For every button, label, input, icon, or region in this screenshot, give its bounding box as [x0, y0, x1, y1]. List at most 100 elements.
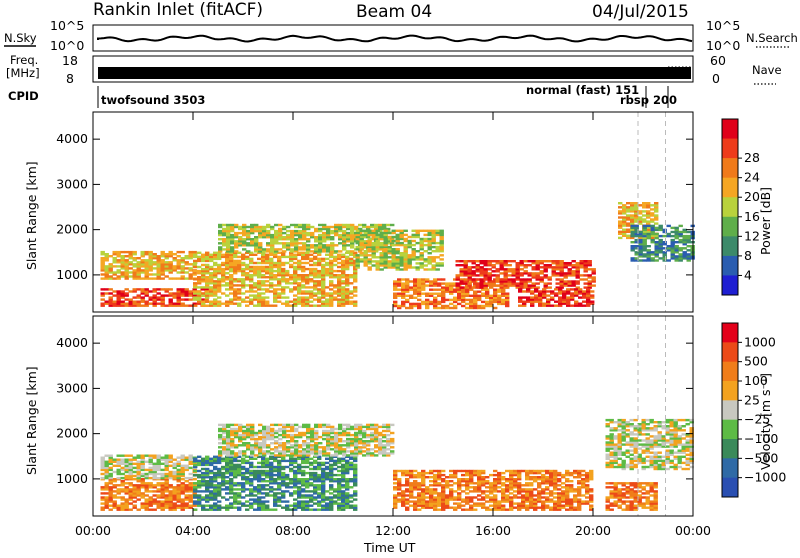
echo-cell [133, 290, 137, 292]
echo-cell [302, 424, 306, 426]
echo-cell [393, 488, 397, 490]
echo-cell [314, 444, 318, 446]
echo-cell [302, 444, 306, 446]
echo-cell [273, 290, 277, 292]
echo-cell [497, 289, 501, 291]
echo-cell [113, 459, 117, 461]
echo-cell [133, 457, 137, 459]
echo-cell [413, 496, 417, 498]
echo-cell [294, 246, 298, 248]
echo-cell [342, 444, 346, 446]
echo-cell [372, 260, 376, 262]
echo-cell [635, 253, 639, 255]
echo-cell [413, 305, 417, 307]
echo-cell [298, 236, 302, 238]
echo-cell [548, 282, 552, 284]
echo-cell [654, 204, 658, 206]
echo-cell [421, 278, 425, 280]
echo-cell [290, 224, 294, 226]
echo-cell [173, 459, 177, 461]
echo-cell [262, 444, 266, 446]
echo-cell [456, 274, 460, 276]
echo-cell [396, 264, 400, 266]
echo-cell [189, 477, 193, 479]
echo-cell [504, 272, 508, 274]
echo-cell [253, 472, 257, 474]
echo-cell [173, 463, 177, 465]
echo-cell [562, 294, 566, 296]
echo-cell [105, 488, 109, 490]
echo-cell [105, 265, 109, 267]
echo-cell [473, 299, 477, 301]
echo-cell [370, 452, 374, 454]
echo-cell [433, 297, 437, 299]
echo-cell [137, 261, 141, 263]
echo-cell [564, 262, 568, 264]
echo-cell [217, 488, 221, 490]
echo-cell [205, 472, 209, 474]
echo-cell [404, 244, 408, 246]
echo-cell [249, 488, 253, 490]
echo-cell [221, 466, 225, 468]
echo-cell [413, 474, 417, 476]
echo-cell [222, 224, 226, 226]
echo-cell [500, 278, 504, 280]
echo-cell [117, 294, 121, 296]
echo-cell [314, 450, 318, 452]
echo-cell [655, 237, 659, 239]
echo-cell [217, 272, 221, 274]
echo-cell [421, 470, 425, 472]
echo-cell [181, 265, 185, 267]
echo-cell [197, 505, 201, 507]
echo-cell [273, 466, 277, 468]
echo-cell [253, 254, 257, 256]
echo-cell [544, 282, 548, 284]
echo-cell [546, 298, 550, 300]
echo-cell [225, 288, 229, 290]
echo-cell [258, 230, 262, 232]
echo-cell [350, 240, 354, 242]
echo-cell [675, 235, 679, 237]
echo-cell [234, 240, 238, 242]
echo-cell [265, 476, 269, 478]
echo-cell [518, 301, 522, 303]
echo-cell [177, 477, 181, 479]
echo-cell [125, 498, 129, 500]
echo-cell [237, 303, 241, 305]
echo-cell [392, 258, 396, 260]
echo-cell [437, 278, 441, 280]
echo-cell [386, 424, 390, 426]
echo-cell [237, 494, 241, 496]
echo-cell [334, 428, 338, 430]
echo-cell [237, 296, 241, 298]
echo-cell [161, 251, 165, 253]
echo-cell [169, 301, 173, 303]
echo-cell [185, 477, 189, 479]
echo-cell [241, 256, 245, 258]
echo-cell [576, 280, 580, 282]
echo-cell [109, 265, 113, 267]
echo-cell [269, 262, 273, 264]
echo-cell [338, 444, 342, 446]
echo-cell [397, 488, 401, 490]
echo-cell [409, 494, 413, 496]
echo-cell [500, 272, 504, 274]
echo-cell [121, 301, 125, 303]
echo-cell [318, 228, 322, 230]
echo-cell [492, 266, 496, 268]
echo-cell [281, 296, 285, 298]
echo-cell [249, 278, 253, 280]
echo-cell [221, 262, 225, 264]
echo-cell [230, 434, 234, 436]
echo-cell [286, 230, 290, 232]
echo-cell [314, 434, 318, 436]
echo-cell [297, 282, 301, 284]
echo-cell [277, 482, 281, 484]
echo-cell [254, 432, 258, 434]
echo-cell [269, 472, 273, 474]
echo-cell [301, 252, 305, 254]
echo-cell [185, 480, 189, 482]
echo-cell [337, 460, 341, 462]
echo-cell [313, 298, 317, 300]
echo-cell [366, 434, 370, 436]
